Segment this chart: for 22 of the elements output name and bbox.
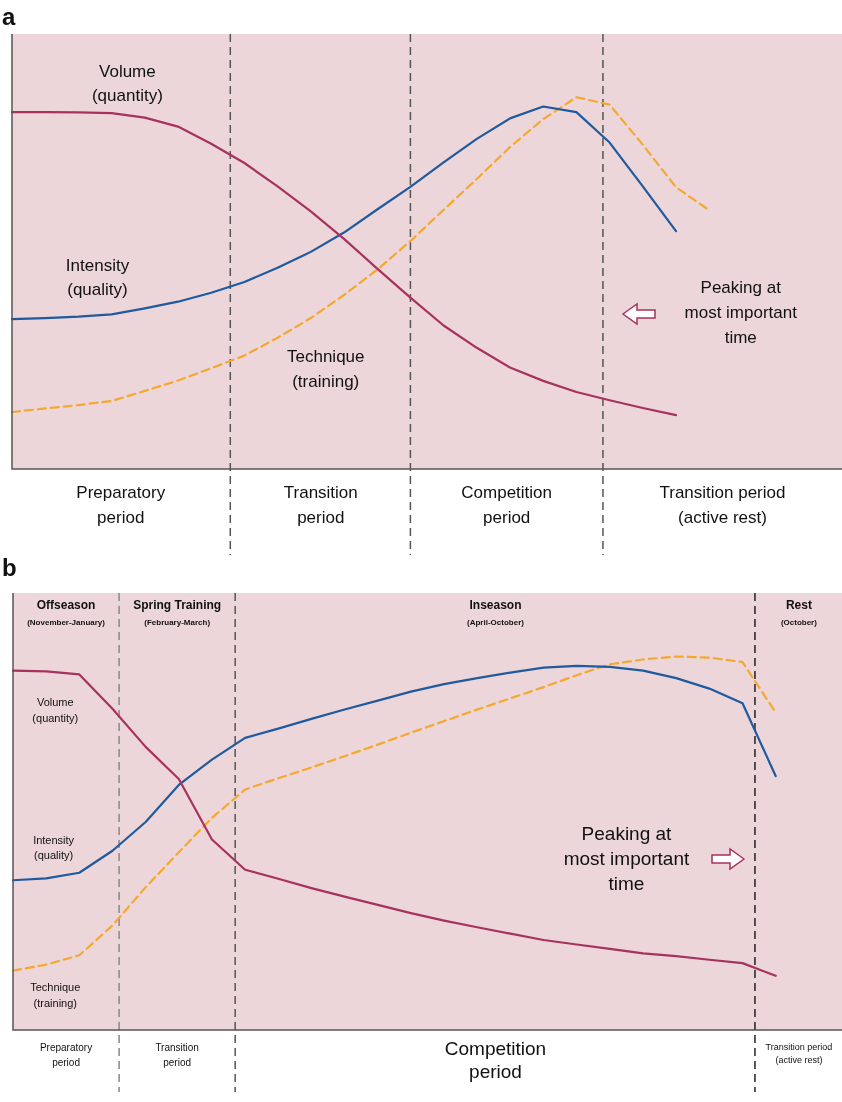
text: Transition period (active rest)	[765, 1042, 833, 1066]
series-label: Intensity (quality)	[33, 833, 75, 862]
text: Transition period (active rest)	[659, 482, 786, 527]
text: Competition period	[444, 1038, 547, 1083]
series-label: Intensity (quality)	[65, 255, 130, 300]
text: Transition period	[155, 1041, 199, 1068]
text: Rest (October)	[780, 598, 818, 628]
text: Competition period	[461, 482, 553, 527]
chart-title: a	[2, 2, 16, 30]
text: Offseason (November-January)	[27, 598, 106, 628]
series-label: Volume (quantity)	[91, 61, 163, 106]
series-label: Technique (training)	[286, 347, 365, 392]
text: Spring Training (February-March)	[133, 598, 222, 628]
chart-title: b	[2, 553, 17, 581]
text: Transition period	[283, 482, 358, 527]
series-label: Volume (quantity)	[32, 695, 79, 724]
text: Preparatory period	[39, 1041, 93, 1068]
annotation: Peaking at most important time	[684, 277, 798, 347]
text: Preparatory period	[76, 482, 166, 527]
series-label: Technique (training)	[30, 981, 81, 1010]
annotation: Peaking at most important time	[563, 822, 691, 894]
text: Inseason (April-October)	[467, 598, 525, 628]
